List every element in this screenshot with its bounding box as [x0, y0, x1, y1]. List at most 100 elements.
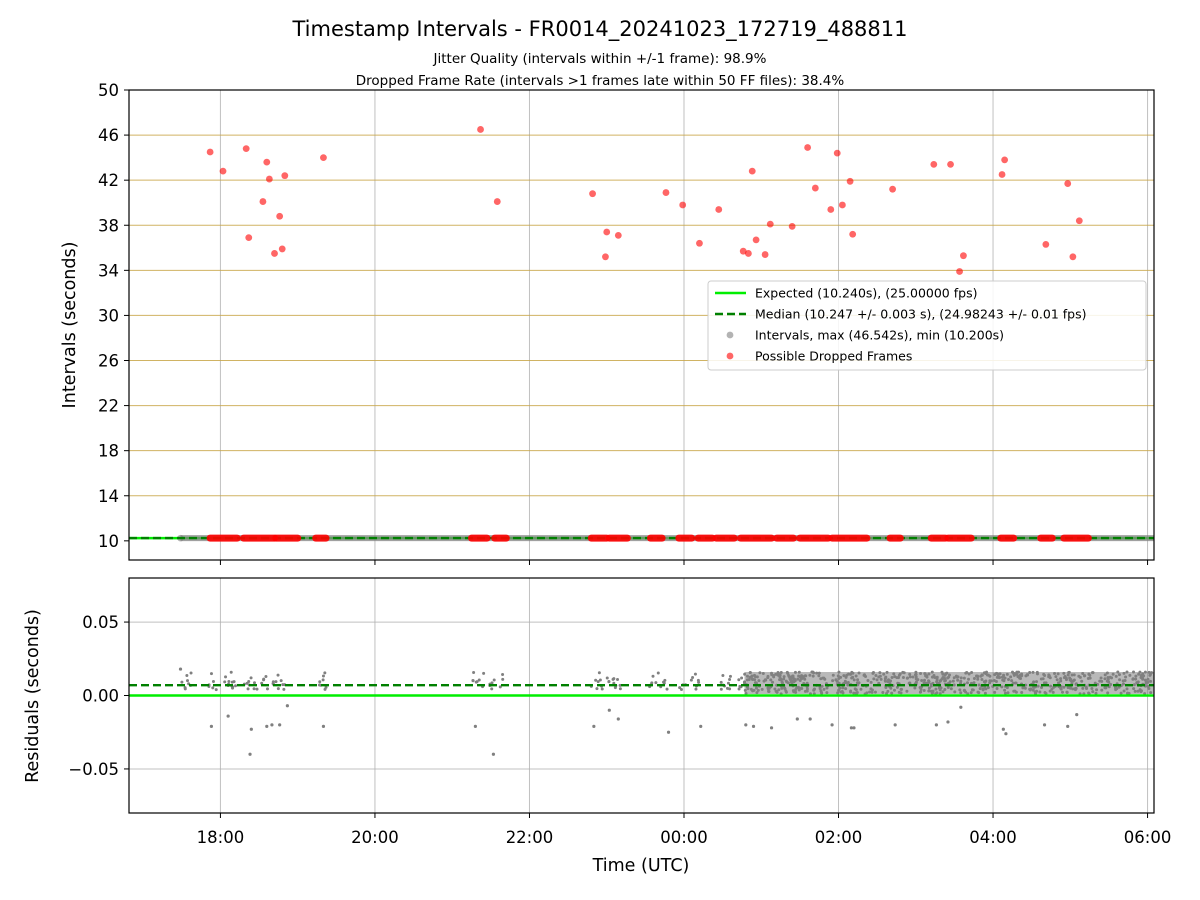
residual-point-dense: [1149, 691, 1153, 695]
residual-point: [471, 679, 475, 683]
residual-point-dense: [822, 687, 826, 691]
residual-point: [740, 676, 744, 680]
residual-point-dense: [820, 684, 824, 688]
residual-point-dense: [873, 690, 877, 694]
dropped-frame-point-26: [761, 251, 769, 258]
residual-point: [260, 681, 264, 685]
residual-point-dense: [1020, 690, 1024, 694]
residual-point-dense: [869, 680, 873, 684]
residual-point-dense: [1125, 691, 1129, 695]
residuals-segment-10: [719, 674, 732, 691]
residual-point-dense: [988, 679, 992, 683]
residual-point-dense: [760, 687, 764, 691]
residual-point-dense: [1087, 672, 1091, 676]
residual-point-dense: [896, 676, 900, 680]
residual-point-dense: [843, 679, 847, 683]
dropped-frame-point-15: [602, 253, 609, 261]
residual-point-dense: [1059, 679, 1063, 683]
intervals-data: [129, 126, 1154, 542]
residual-point-dense: [753, 681, 757, 685]
residual-point-dense: [983, 691, 987, 695]
residual-point: [656, 671, 660, 675]
residual-point-dense: [929, 684, 933, 688]
residual-point-dense: [1010, 679, 1014, 683]
residual-point-dense: [1147, 686, 1151, 690]
residual-point-dense: [1068, 678, 1072, 682]
residual-point-dense: [911, 675, 915, 679]
x-axis-label: Time (UTC): [592, 856, 690, 876]
residual-point: [262, 677, 266, 681]
residual-point-dense: [1019, 677, 1023, 681]
residual-point-dense: [839, 690, 843, 694]
residual-point-dense: [1125, 670, 1129, 674]
residual-point-dense: [864, 675, 868, 679]
residual-point-dense: [777, 688, 781, 692]
residual-point-dense: [1108, 675, 1112, 679]
residual-point-dense: [967, 677, 971, 681]
residual-point-dense: [1055, 678, 1059, 682]
residual-outlier-27: [946, 720, 950, 724]
residual-outlier-25: [893, 723, 897, 727]
residual-point: [227, 679, 231, 683]
residual-point-dense: [922, 688, 926, 692]
residuals-y-tick-label-2: 0.05: [82, 613, 119, 632]
residual-outlier-1: [209, 724, 214, 728]
residual-point-dense: [835, 679, 839, 683]
residual-point-dense: [831, 673, 835, 677]
dropped-frame-point-14: [589, 190, 596, 198]
residual-point-dense: [946, 685, 950, 689]
residual-point-dense: [962, 676, 966, 680]
residual-point-dense: [1007, 678, 1011, 682]
residual-point: [598, 678, 602, 682]
legend-dropped-label: Possible Dropped Frames: [755, 349, 912, 364]
residual-outlier-21: [808, 717, 812, 721]
residual-point-dense: [1114, 685, 1118, 689]
dropped-frame-point-9: [278, 245, 286, 253]
residual-point-dense: [914, 670, 918, 674]
residual-point-dense: [1116, 670, 1120, 674]
residual-point-dense: [1143, 670, 1147, 674]
residual-point-dense: [1090, 687, 1094, 691]
residual-point-dense: [756, 688, 760, 692]
residual-point-dense: [1000, 685, 1004, 689]
residual-point-dense: [1056, 672, 1060, 676]
intervals-y-tick-label-0: 10: [98, 532, 119, 551]
residual-point-dense: [1150, 671, 1154, 675]
residual-point-dense: [779, 670, 783, 674]
dropped-frame-point-33: [838, 201, 846, 209]
residual-point-dense: [965, 671, 969, 675]
residual-point-dense: [943, 673, 947, 677]
residual-point: [719, 680, 723, 684]
residual-point-dense: [984, 687, 988, 691]
residual-point-dense: [1012, 689, 1016, 693]
residual-point-dense: [881, 690, 885, 694]
dropped-frame-point-5: [263, 158, 271, 166]
x-tick-label-1: 20:00: [351, 828, 399, 847]
residual-point-dense: [1050, 687, 1054, 691]
x-tick-label-2: 22:00: [506, 828, 554, 847]
dropped-frame-point-42: [1001, 156, 1009, 164]
residual-point-dense: [908, 672, 912, 676]
residual-point-dense: [1117, 685, 1121, 689]
residual-point: [475, 680, 479, 684]
residual-point-dense: [752, 688, 756, 692]
residual-point: [271, 680, 275, 684]
residual-point-dense: [879, 677, 883, 681]
residual-point-dense: [886, 680, 890, 684]
intervals-plot: 10 14 18 22 26 30 34 38 42 46 50 Intervals (second…: [60, 81, 1155, 565]
residual-point-dense: [1074, 686, 1078, 690]
residual-point-dense: [1107, 680, 1111, 684]
residual-point-dense: [1057, 681, 1061, 685]
residual-point: [697, 680, 701, 684]
residual-point: [255, 687, 259, 691]
residual-point: [662, 680, 666, 684]
residual-point-dense: [1077, 674, 1081, 678]
residual-point-dense: [890, 691, 894, 695]
residual-outlier-6: [270, 723, 274, 727]
residual-point: [264, 674, 268, 678]
residual-outlier-9: [321, 724, 326, 728]
residual-point-dense: [924, 674, 928, 678]
residual-outlier-23: [849, 726, 853, 730]
residual-point: [650, 681, 654, 685]
residual-point: [209, 672, 213, 676]
